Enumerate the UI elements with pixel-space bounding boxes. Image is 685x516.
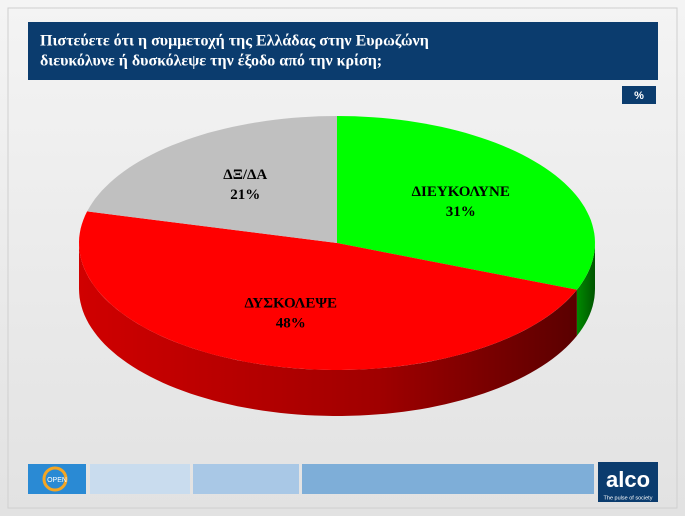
slice-label: ΔΙΕΥΚΟΛΥΝΕ (412, 184, 510, 200)
unit-box (622, 86, 656, 104)
title-box (28, 22, 658, 80)
pie: ΔΙΕΥΚΟΛΥΝΕ 31% ΔΥΣΚΟΛΕΨΕ 48% ΔΞ/ΔΑ 21% (79, 116, 595, 416)
unit-label: % (634, 90, 644, 102)
value-label: 48% (276, 315, 306, 331)
logo-box (598, 462, 658, 502)
slice-side (576, 243, 595, 336)
footer-block (302, 464, 594, 494)
slice (337, 116, 595, 290)
slice-label: ΔΥΣΚΟΛΕΨΕ (244, 295, 337, 311)
logo-tagline: The pulse of society (604, 495, 653, 501)
footer-block (90, 464, 190, 494)
value-label: 21% (230, 187, 260, 203)
footer-block (193, 464, 299, 494)
chart-title: διευκόλυνε ή δυσκόλεψε την έξοδο από την… (40, 53, 382, 70)
value-label: 31% (446, 204, 476, 220)
channel-logo: OPEN (47, 477, 67, 484)
logo: alco (606, 467, 650, 492)
chart-title: Πιστεύετε ότι η συμμετοχή της Ελλάδας στ… (40, 33, 429, 50)
slice-label: ΔΞ/ΔΑ (223, 167, 267, 183)
channel-icon (42, 466, 68, 492)
slice-side (79, 243, 577, 416)
frame (7, 7, 678, 509)
slice (87, 116, 337, 243)
slice (79, 211, 577, 370)
